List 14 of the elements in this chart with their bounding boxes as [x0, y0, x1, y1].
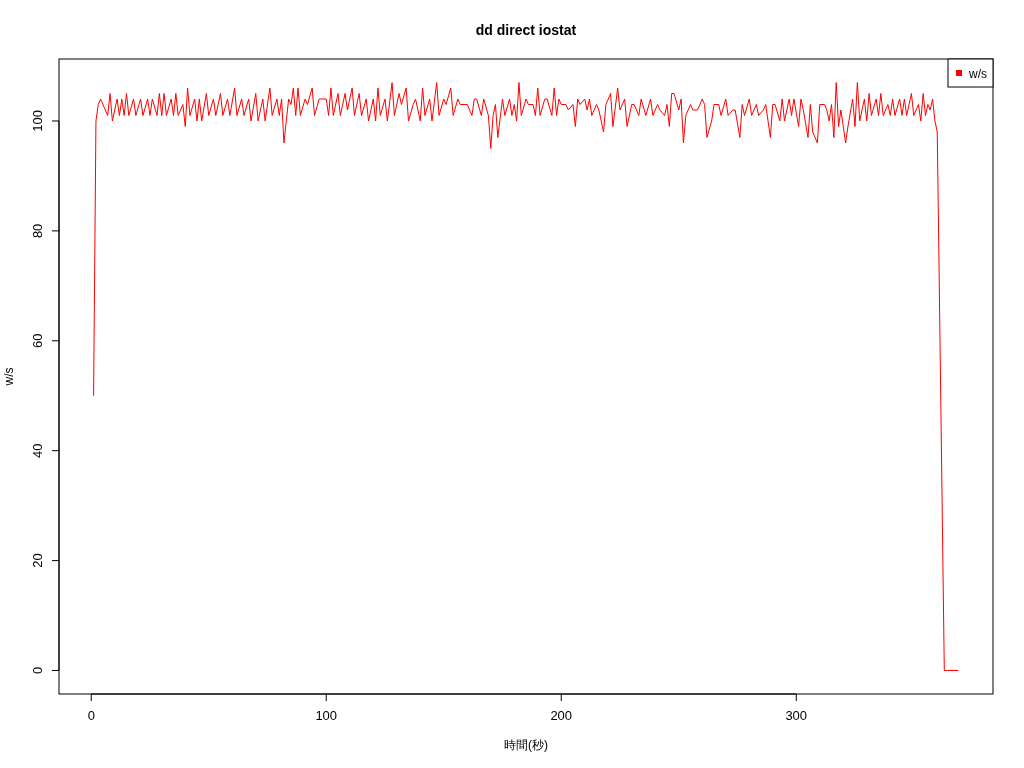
x-tick-label: 300: [785, 708, 808, 723]
x-tick-label: 0: [87, 708, 95, 723]
y-tick-label: 60: [30, 333, 45, 349]
x-tick-label: 100: [315, 708, 338, 723]
x-tick-label: 200: [550, 708, 573, 723]
y-tick-label: 80: [30, 223, 45, 239]
y-tick-label: 100: [30, 110, 45, 132]
y-tick-label: 40: [30, 443, 45, 458]
chart-title: dd direct iostat: [475, 22, 577, 38]
y-tick-label: 20: [30, 553, 45, 568]
x-axis-title: 時間(秒): [504, 738, 548, 752]
y-axis-title: w/s: [2, 367, 16, 387]
y-tick-label: 0: [30, 666, 45, 675]
legend-label: w/s: [968, 66, 987, 81]
